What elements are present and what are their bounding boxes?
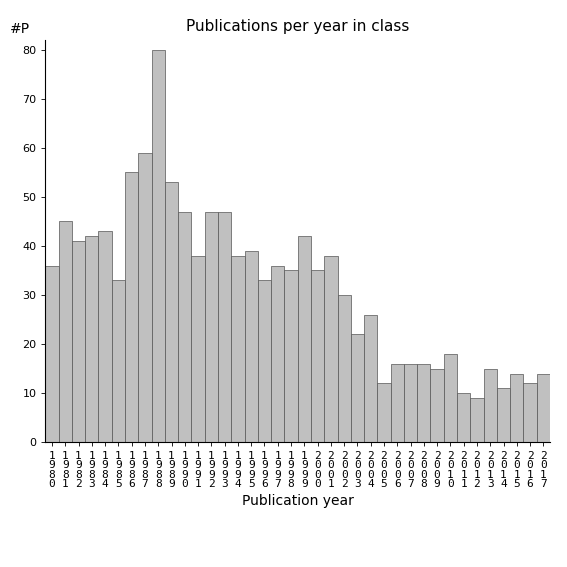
- Bar: [444, 354, 457, 442]
- Text: #P: #P: [10, 22, 30, 36]
- Bar: [404, 363, 417, 442]
- Bar: [45, 265, 58, 442]
- Bar: [497, 388, 510, 442]
- Bar: [151, 49, 165, 442]
- Bar: [112, 280, 125, 442]
- Bar: [537, 374, 550, 442]
- Bar: [178, 211, 192, 442]
- Title: Publications per year in class: Publications per year in class: [186, 19, 409, 35]
- X-axis label: Publication year: Publication year: [242, 494, 354, 509]
- Bar: [72, 241, 85, 442]
- Bar: [417, 363, 430, 442]
- Bar: [244, 251, 258, 442]
- Bar: [258, 280, 271, 442]
- Bar: [205, 211, 218, 442]
- Bar: [311, 270, 324, 442]
- Bar: [231, 256, 244, 442]
- Bar: [523, 383, 537, 442]
- Bar: [484, 369, 497, 442]
- Bar: [298, 236, 311, 442]
- Bar: [271, 265, 285, 442]
- Bar: [125, 172, 138, 442]
- Bar: [218, 211, 231, 442]
- Bar: [337, 295, 351, 442]
- Bar: [324, 256, 337, 442]
- Bar: [378, 383, 391, 442]
- Bar: [58, 221, 72, 442]
- Bar: [470, 398, 484, 442]
- Bar: [351, 335, 364, 442]
- Bar: [430, 369, 444, 442]
- Bar: [165, 182, 178, 442]
- Bar: [364, 315, 378, 442]
- Bar: [285, 270, 298, 442]
- Bar: [192, 256, 205, 442]
- Bar: [99, 231, 112, 442]
- Bar: [391, 363, 404, 442]
- Bar: [510, 374, 523, 442]
- Bar: [138, 153, 151, 442]
- Bar: [457, 393, 470, 442]
- Bar: [85, 236, 99, 442]
